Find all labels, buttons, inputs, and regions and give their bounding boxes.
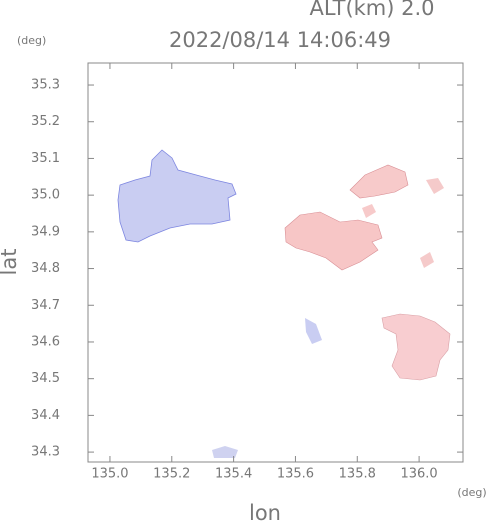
y-tick-label: 34.6 (31, 334, 60, 349)
y-tick-label: 34.8 (31, 261, 60, 276)
x-unit: (deg) (457, 486, 486, 499)
plot-frame (87, 62, 464, 463)
y-tick-label: 35.1 (31, 151, 60, 166)
chart-title: 2022/08/14 14:06:49 (169, 28, 391, 52)
x-tick-label: 135.4 (215, 467, 252, 482)
x-tick-label: 135.8 (339, 467, 376, 482)
echo-blue (305, 318, 322, 344)
y-tick-label: 34.7 (31, 298, 60, 313)
echo-pink (426, 178, 444, 194)
x-tick-label: 135.6 (277, 467, 314, 482)
echo-pink (362, 204, 376, 218)
echo-regions (117, 149, 451, 458)
y-axis-label: lat (0, 249, 21, 276)
x-tick-label: 135.2 (153, 467, 190, 482)
y-unit: (deg) (17, 34, 46, 47)
x-tick-label: 135.0 (91, 467, 128, 482)
x-tick-label: 136.0 (400, 467, 437, 482)
echo-pink (420, 252, 434, 268)
y-tick-label: 34.3 (31, 445, 60, 460)
x-axis-label: lon (249, 501, 281, 521)
y-tick-label: 35.2 (31, 114, 60, 129)
axes (87, 62, 464, 463)
y-tick-label: 35.3 (31, 78, 60, 93)
y-tick-label: 34.9 (31, 224, 60, 239)
echo-blue (117, 149, 237, 243)
echo-pink (284, 211, 383, 271)
echo-pink (349, 164, 409, 199)
y-tick-label: 34.5 (31, 371, 60, 386)
y-tick-label: 35.0 (31, 188, 60, 203)
echo-pink (381, 313, 451, 381)
echo-blue (212, 446, 238, 458)
y-tick-label: 34.4 (31, 408, 60, 423)
altitude-label: ALT(km) 2.0 (309, 0, 434, 20)
